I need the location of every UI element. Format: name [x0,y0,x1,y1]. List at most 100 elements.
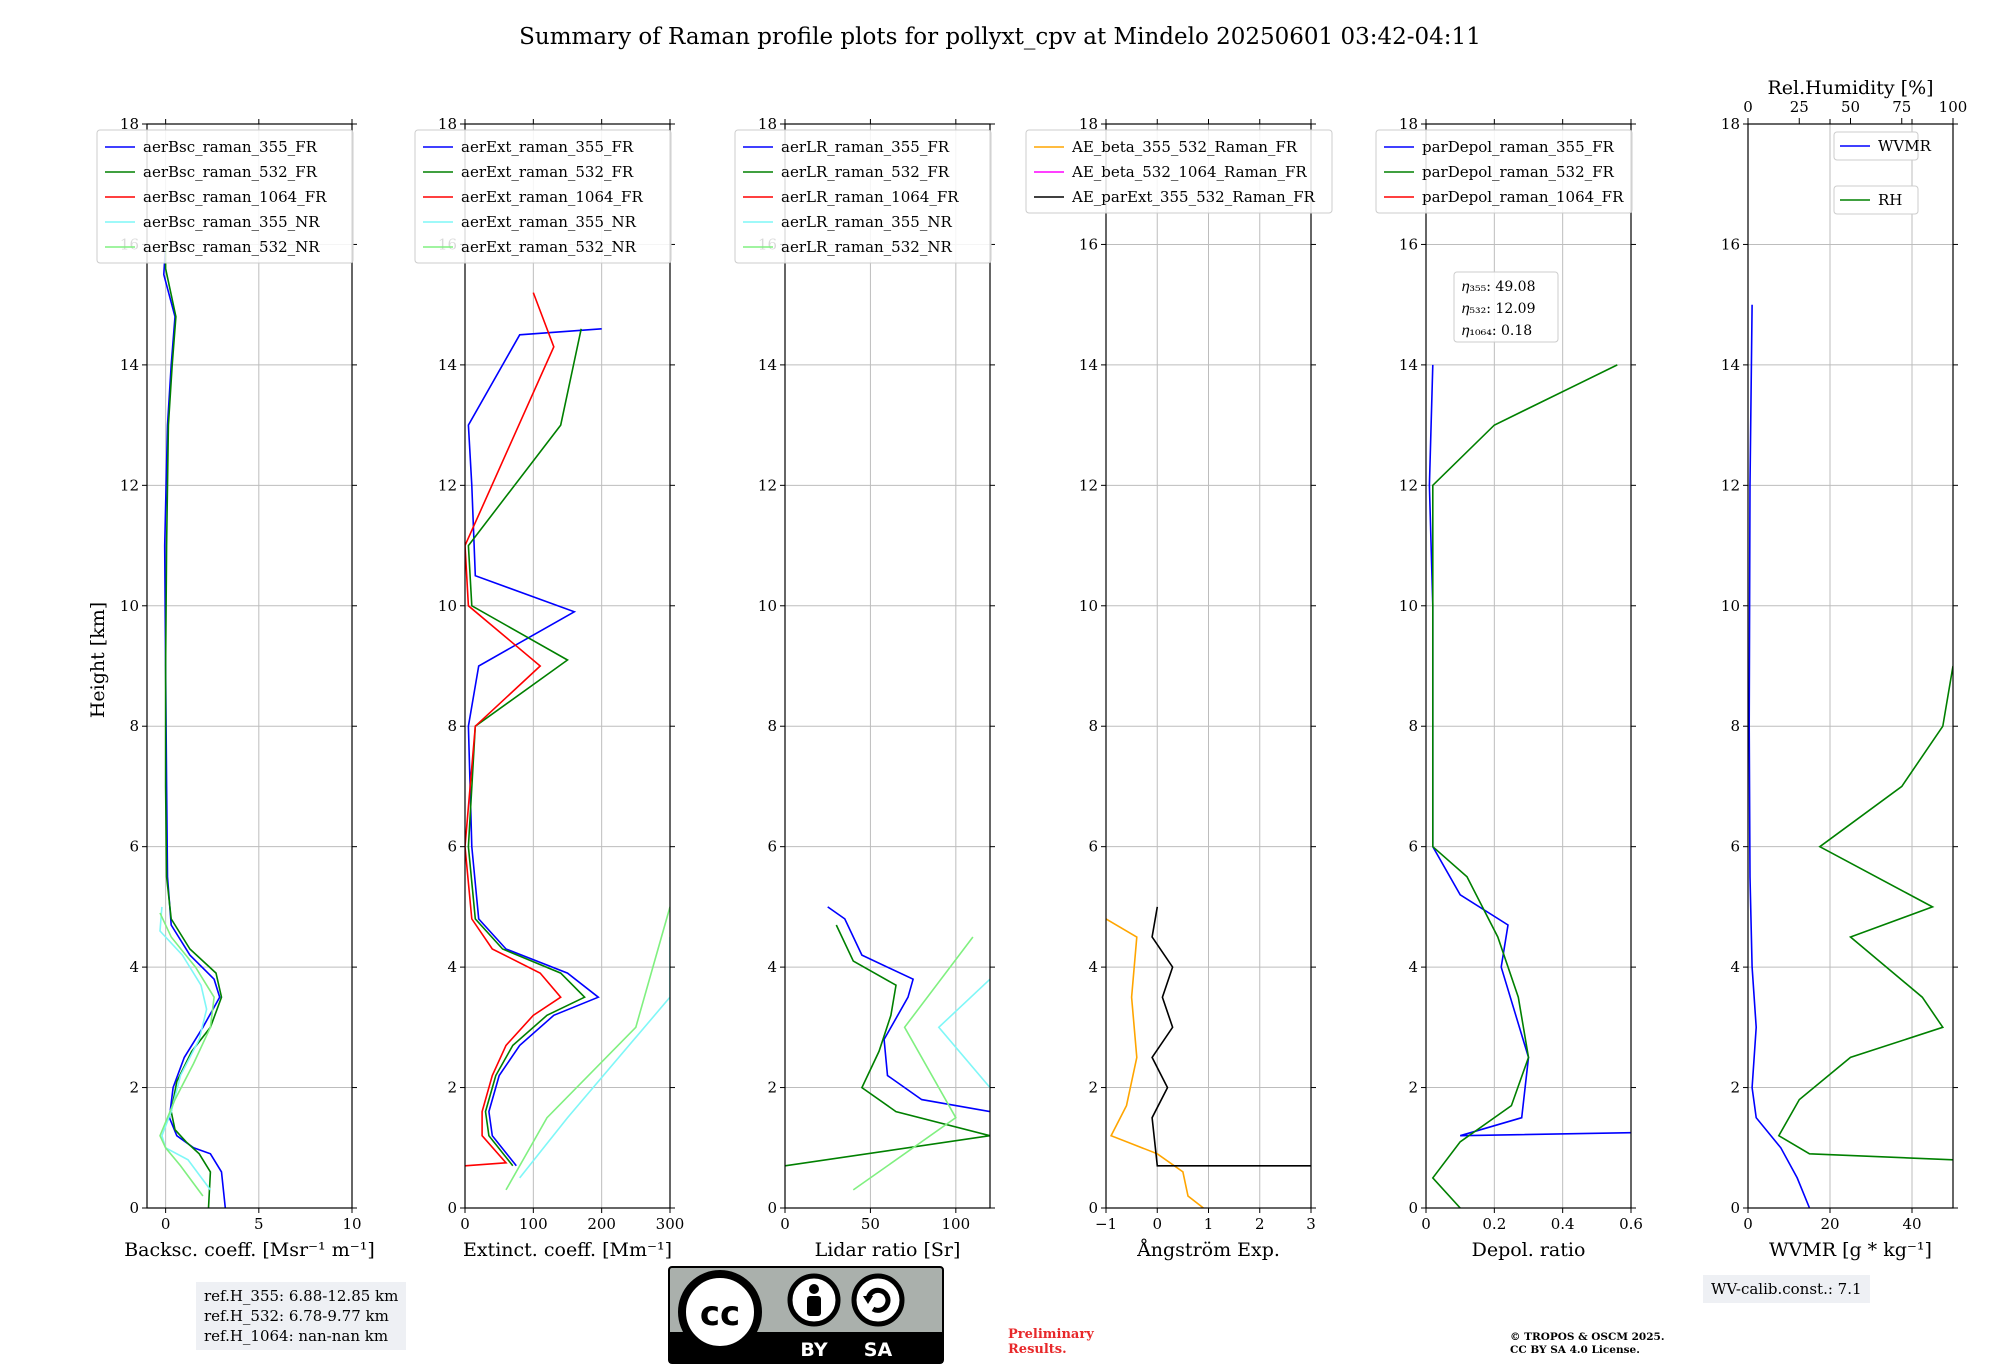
svg-text:cc: cc [700,1294,740,1334]
ref-height-532: ref.H_532: 6.78-9.77 km [204,1307,389,1325]
x-tick-label-2: 40 [1902,1215,1921,1233]
series-line-parDepol_raman_532_FR [1431,364,1618,1208]
y-tick-label-2: 4 [1730,958,1740,976]
x-axis-label: Extinct. coeff. [Mm⁻¹] [463,1239,672,1261]
y-tick-label-3: 6 [447,838,457,856]
x-axis-label: Ångström Exp. [1136,1239,1280,1261]
preliminary-line-2: Results. [1008,1342,1067,1357]
y-tick-label-4: 8 [767,717,777,735]
y-tick-label-1: 2 [447,1079,457,1097]
x-tick-label-2: 10 [342,1215,361,1233]
panel-6: 0 20 40 0 2 4 6 8 10 12 14 16 18 WVMR [g * kg⁻¹] 0 25 50… [1721,77,1967,1261]
y-tick-label-6: 12 [758,476,777,494]
x-tick-label-2: 100 [942,1215,971,1233]
x-tick-label-1: 50 [861,1215,880,1233]
y-tick-label-5: 10 [1721,597,1740,615]
y-tick-label-7: 14 [120,356,139,374]
top-tick-label-3: 75 [1892,98,1911,116]
x-tick-label-1: 0 [1152,1215,1162,1233]
y-tick-label-7: 14 [758,356,777,374]
legend-box-1 [1833,185,1919,215]
legend-label-2: aerExt_raman_1064_FR [461,188,643,206]
legend-label-4: aerExt_raman_532_NR [461,238,637,256]
y-tick-label-5: 10 [120,597,139,615]
copyright-note: © TROPOS & OSCM 2025. CC BY SA 4.0 Licen… [1510,1331,1665,1357]
x-tick-label-1: 0.2 [1482,1215,1506,1233]
y-tick-label-8: 16 [1721,235,1740,253]
y-tick-label-7: 14 [1079,356,1098,374]
ref-height-355: ref.H_355: 6.88-12.85 km [204,1287,399,1305]
panel-5: 0 0.2 0.4 0.6 0 2 4 6 8 10 12 14 16 18 Depol. ratio par… [1375,115,1643,1261]
y-tick-label-8: 16 [1079,235,1098,253]
y-tick-label-3: 6 [129,838,139,856]
series-line-aerExt_raman_532_NR [505,906,670,1191]
x-tick-label-3: 300 [656,1215,685,1233]
legend-label-0: parDepol_raman_355_FR [1422,138,1615,156]
y-tick-label-4: 8 [1730,717,1740,735]
legend-box-0 [1833,131,1919,161]
panel-3: 050100024681012141618Lidar ratio [Sr]aer… [734,115,995,1261]
legend-label-0: aerBsc_raman_355_FR [143,138,318,156]
y-tick-label-3: 6 [1088,838,1098,856]
ref-height-box: ref.H_355: 6.88-12.85 km ref.H_532: 6.78… [196,1282,407,1350]
y-tick-label-2: 4 [1088,958,1098,976]
x-axis-label: WVMR [g * kg⁻¹] [1769,1239,1932,1261]
x-tick-label-2: 0.4 [1551,1215,1575,1233]
eta-box [1453,271,1559,343]
y-tick-label-4: 8 [1088,717,1098,735]
top-tick-label-2: 50 [1841,98,1860,116]
y-tick-label-5: 10 [1079,597,1098,615]
top-tick-label-1: 25 [1790,98,1809,116]
cc-icon [678,1270,762,1354]
eta-annotation-2: 𝜂₁₀₆₄: 0.18 [1462,323,1532,339]
cc-label-sa: SA [864,1339,893,1361]
y-tick-label-1: 2 [129,1079,139,1097]
y-tick-label-4: 8 [1408,717,1418,735]
y-tick-label-5: 10 [758,597,777,615]
wv-calib-box: WV-calib.const.: 7.1 [1703,1275,1870,1303]
legend-box [1375,129,1633,214]
ref-height-1064: ref.H_1064: nan-nan km [204,1327,389,1345]
cc-label-by: BY [800,1339,827,1361]
x-tick-label-0: −1 [1095,1215,1117,1233]
y-tick-label-0: 0 [1088,1199,1098,1217]
preliminary-note: Preliminary Results. [1008,1327,1094,1357]
series-line-WVMR [1748,304,1811,1208]
panel-2: 0100200300024681012141618Extinct. coeff.… [414,115,685,1261]
legend-label-2: AE_parExt_355_532_Raman_FR [1071,188,1316,206]
y-tick-label-6: 12 [120,476,139,494]
x-tick-label-2: 200 [587,1215,616,1233]
y-tick-label-9: 18 [758,115,777,133]
legend-label-1: aerBsc_raman_532_FR [143,163,318,181]
axes-frame [1747,123,1954,1209]
panel-1: 0510024681012141618Backsc. coeff. [Msr⁻¹… [96,115,375,1261]
series-line-aerLR_raman_532_FR [785,924,990,1167]
y-tick-label-9: 18 [120,115,139,133]
series-line-parDepol_raman_355_FR [1428,364,1631,1137]
y-tick-label-7: 14 [438,356,457,374]
y-tick-label-4: 8 [129,717,139,735]
y-tick-label-5: 10 [438,597,457,615]
legend-label-3: aerExt_raman_355_NR [461,213,637,231]
x-axis-label: Depol. ratio [1472,1239,1586,1261]
y-tick-label-2: 4 [767,958,777,976]
top-axis-label: Rel.Humidity [%] [1767,77,1933,99]
x-tick-label-2: 1 [1204,1215,1214,1233]
series-line-RH [1777,665,1953,1161]
y-tick-label-9: 18 [438,115,457,133]
y-axis-label: Height [km] [87,602,109,718]
legend-label-1: RH [1878,191,1902,209]
y-tick-label-0: 0 [767,1199,777,1217]
y-tick-label-1: 2 [1088,1079,1098,1097]
y-tick-label-1: 2 [1730,1079,1740,1097]
y-tick-label-0: 0 [129,1199,139,1217]
cc-by-sa-logo: cc BY SA [668,1266,944,1364]
preliminary-line-1: Preliminary [1008,1327,1094,1342]
x-tick-label-0: 0 [1743,1215,1753,1233]
legend-box [96,129,354,264]
x-tick-label-1: 20 [1820,1215,1839,1233]
series-line-aerBsc_raman_355_NR [159,906,212,1191]
series-line-aerLR_raman_355_NR [937,978,990,1089]
legend-label-1: parDepol_raman_532_FR [1422,163,1615,181]
